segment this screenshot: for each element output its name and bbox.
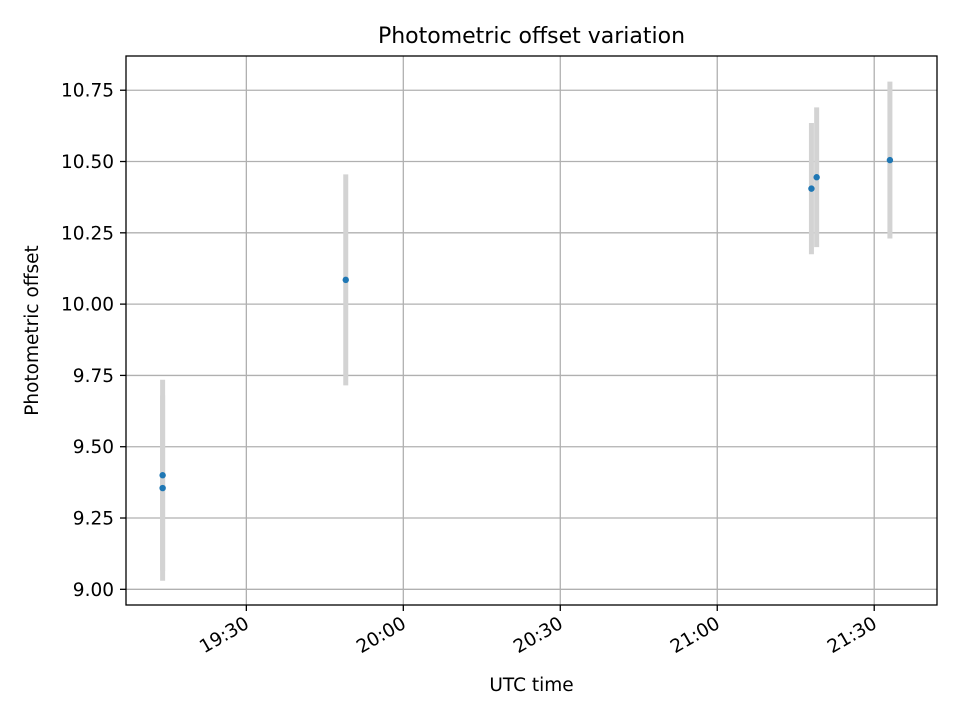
data-point (159, 472, 166, 479)
data-point (342, 276, 349, 284)
y-tick-label: 9.75 (73, 366, 114, 387)
y-tick-label: 9.50 (73, 437, 114, 458)
y-tick-label: 9.25 (73, 509, 114, 530)
x-axis-label: UTC time (489, 675, 573, 696)
y-tick-label: 10.75 (61, 81, 114, 102)
y-tick-label: 9.00 (73, 580, 114, 601)
data-points (159, 156, 894, 492)
data-point (808, 185, 815, 192)
axes-frame (125, 55, 938, 606)
grid (126, 56, 937, 605)
chart-title: Photometric offset variation (378, 24, 685, 49)
data-point (813, 174, 820, 181)
data-point (886, 156, 894, 164)
y-tick-label: 10.25 (61, 223, 114, 244)
y-tick-label: 10.50 (61, 152, 114, 173)
data-point (159, 484, 166, 492)
y-tick-label: 10.00 (61, 295, 114, 316)
y-axis-label: Photometric offset (22, 245, 43, 416)
